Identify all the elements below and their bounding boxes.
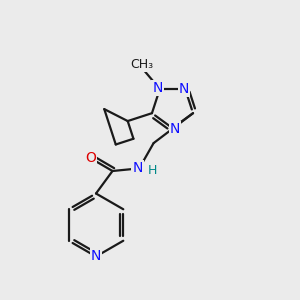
Text: N: N [179, 82, 189, 96]
Text: CH₃: CH₃ [130, 58, 153, 70]
Text: N: N [133, 161, 143, 175]
Text: N: N [91, 250, 101, 263]
Text: O: O [85, 152, 96, 165]
Text: N: N [152, 81, 163, 95]
Text: N: N [170, 122, 180, 136]
Text: H: H [148, 164, 158, 178]
